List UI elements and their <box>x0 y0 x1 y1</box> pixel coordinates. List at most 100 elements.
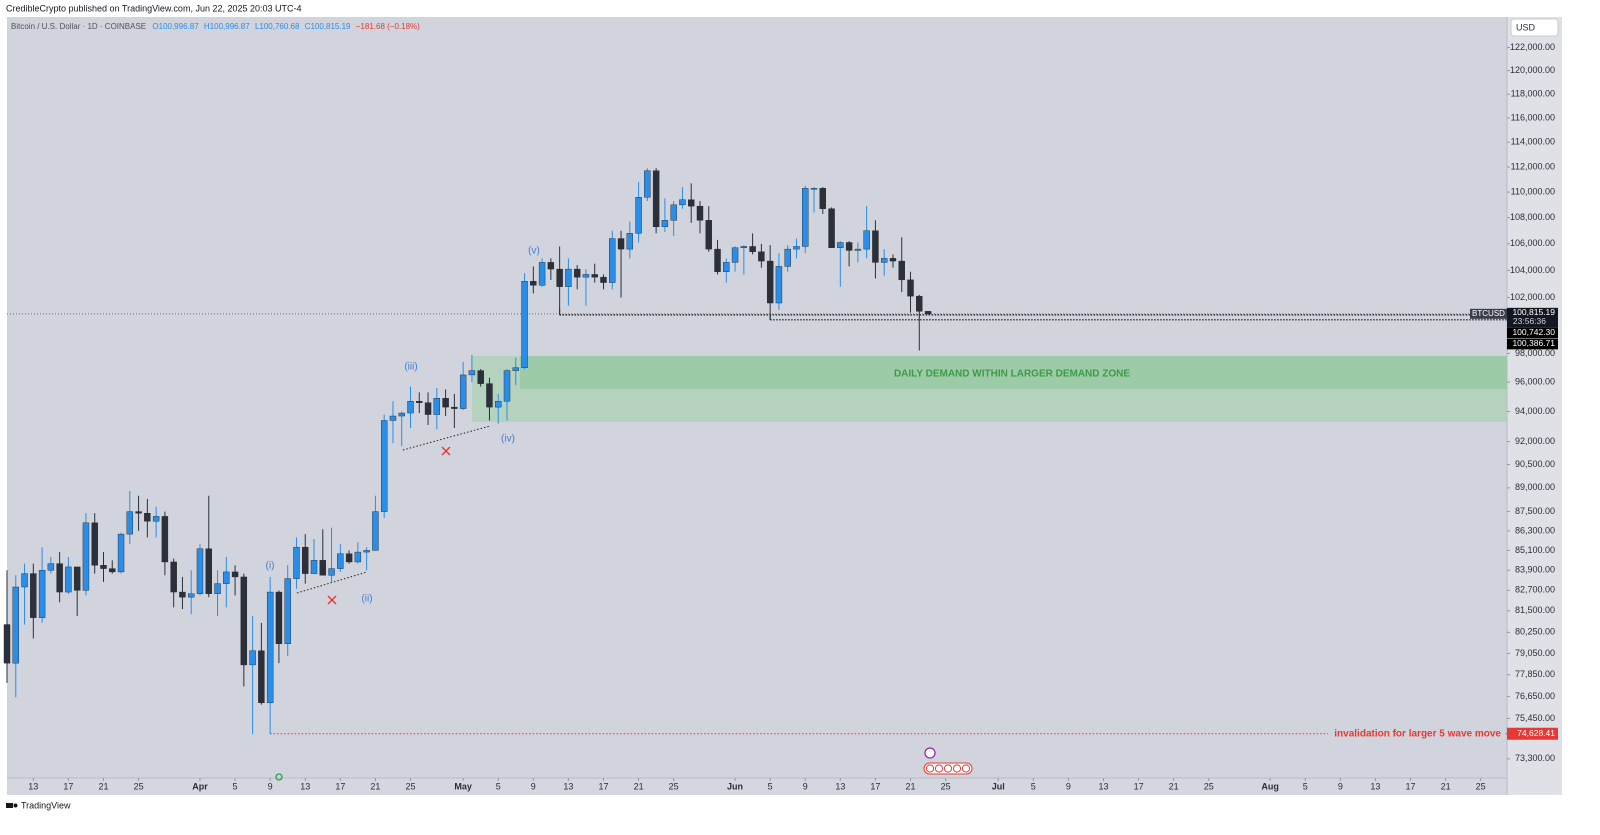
x-tick-label: 13 <box>1098 781 1108 791</box>
candle-body <box>416 401 423 403</box>
x-tick-label: 9 <box>268 781 273 791</box>
candle-body <box>512 367 519 371</box>
level-tag-text: 100,742.30 <box>1512 327 1555 337</box>
x-tick-label: 25 <box>941 781 951 791</box>
candle-body <box>503 370 511 402</box>
daily-demand-zone <box>520 356 1507 389</box>
candle-body <box>775 266 783 304</box>
candle-body <box>872 230 879 263</box>
candle-body <box>451 406 458 409</box>
candle-body <box>179 591 186 598</box>
x-tick-label: 9 <box>531 781 536 791</box>
candle-body <box>723 262 730 272</box>
candle-body <box>880 258 888 263</box>
x-tick-label: 17 <box>335 781 345 791</box>
legend: Bitcoin / U.S. Dollar · 1D · COINBASE O1… <box>11 22 420 31</box>
y-tick-label: 106,000.00 <box>1510 238 1555 248</box>
y-tick-label: 96,000.00 <box>1515 377 1555 387</box>
candle-body <box>117 533 125 573</box>
x-tick-label: 25 <box>669 781 679 791</box>
candle-body <box>898 260 905 281</box>
wave-label: (v) <box>528 246 540 257</box>
wave-label: (iv) <box>501 434 515 445</box>
candle-body <box>337 553 344 569</box>
invalidation-tag-text: 74,628.41 <box>1517 728 1555 738</box>
candle-body <box>91 522 98 566</box>
trendline <box>402 425 491 451</box>
candle-body <box>600 276 607 283</box>
x-tick-label: 13 <box>835 781 845 791</box>
y-tick-label: 102,000.00 <box>1510 292 1555 302</box>
candle-body <box>152 516 160 522</box>
x-tick-label: 13 <box>300 781 310 791</box>
candle-body <box>688 199 695 207</box>
y-tick-label: 114,000.00 <box>1511 137 1555 147</box>
x-tick-label: 17 <box>1406 781 1416 791</box>
x-tick-label: 25 <box>1204 781 1214 791</box>
candle-body <box>345 553 353 563</box>
y-tick-label: 94,000.00 <box>1515 406 1555 416</box>
candle-body <box>205 548 212 594</box>
candle-body <box>161 516 169 563</box>
y-tick-label: 76,650.00 <box>1515 691 1555 701</box>
logo: TradingView <box>6 800 71 810</box>
symbol-tag-text: BTCUSD <box>1472 309 1505 318</box>
candle-body <box>459 374 467 409</box>
quote-open: O100,996.87 <box>152 22 199 31</box>
candle-body <box>310 560 318 574</box>
candle-body <box>644 170 651 198</box>
candle-body <box>319 560 326 576</box>
candle-body <box>495 401 502 408</box>
candle-body <box>170 561 177 593</box>
x-axis-area <box>7 778 1507 795</box>
candle-body <box>766 260 774 304</box>
wave-label: (ii) <box>361 594 372 605</box>
candle-body <box>679 199 686 206</box>
candle-body <box>275 591 283 644</box>
invalidation-tag <box>1507 727 1558 740</box>
candle-body <box>845 242 853 251</box>
x-tick-label: 5 <box>233 781 238 791</box>
candle-body <box>828 208 835 248</box>
candle-body <box>135 511 142 514</box>
zone-text: DAILY DEMAND WITHIN LARGER DEMAND ZONE <box>894 369 1130 380</box>
quote-close: C100,815.19 <box>305 22 351 31</box>
wave-label: (i) <box>266 561 275 572</box>
x-tick-label: 13 <box>28 781 38 791</box>
x-tick-label: Aug <box>1261 781 1279 791</box>
level-tag <box>1507 338 1558 350</box>
currency: USD <box>1516 22 1536 32</box>
candle-body <box>380 420 388 512</box>
candle-body <box>424 402 432 415</box>
y-tick-label: 85,100.00 <box>1515 545 1555 555</box>
event-marker[interactable] <box>275 773 283 781</box>
x-tick-label: 17 <box>1134 781 1144 791</box>
candle-body <box>556 268 563 287</box>
x-tick-label: 5 <box>1303 781 1308 791</box>
x-tick-label: Jul <box>992 781 1005 791</box>
y-tick-label: 92,000.00 <box>1515 436 1555 446</box>
candle-body <box>258 650 265 704</box>
currency-button[interactable] <box>1510 18 1559 37</box>
quote-change: −181.68 (−0.18%) <box>356 22 420 31</box>
candle-body <box>907 279 914 297</box>
candle-body <box>609 238 616 283</box>
candle-body <box>109 568 116 573</box>
candle-body <box>12 586 19 664</box>
y-tick-label: 86,300.00 <box>1515 525 1555 535</box>
event-marker[interactable] <box>924 747 936 759</box>
x-tick-label: 21 <box>98 781 108 791</box>
y-tick-label: 120,000.00 <box>1510 65 1555 75</box>
candle-body <box>758 251 765 262</box>
x-tick-label: 9 <box>1338 781 1343 791</box>
candle-body <box>591 274 598 278</box>
y-tick-label: 90,500.00 <box>1515 459 1555 469</box>
candle-body <box>433 398 441 415</box>
y-tick-label: 83,900.00 <box>1515 565 1555 575</box>
x-tick-label: Jun <box>727 781 743 791</box>
y-tick-label: 98,000.00 <box>1515 348 1555 358</box>
invalidation-text: invalidation for larger 5 wave move <box>1334 728 1501 739</box>
event-markers[interactable] <box>923 762 973 775</box>
y-tick-label: 122,000.00 <box>1510 42 1555 52</box>
